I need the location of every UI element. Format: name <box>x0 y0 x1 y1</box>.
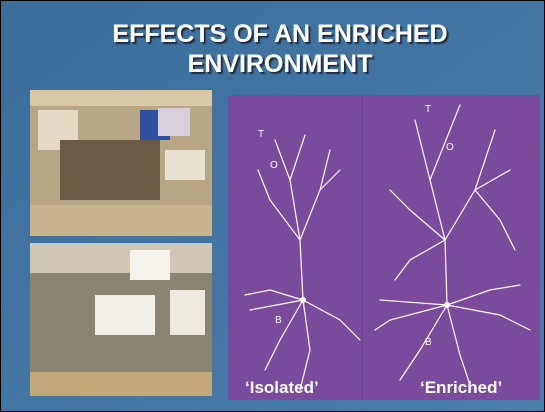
neuron-label: B <box>425 337 432 348</box>
caption: ‘Enriched’ <box>420 378 502 397</box>
soma <box>444 302 450 308</box>
neuron-label: O <box>270 160 278 171</box>
neuron-label: O <box>446 142 454 153</box>
slide: EFFECTS OF AN ENRICHED ENVIRONMENT T O B… <box>0 0 545 412</box>
neuron-label: T <box>258 129 264 140</box>
title-line: EFFECTS OF AN ENRICHED <box>112 20 447 48</box>
neuron-label: T <box>425 104 431 115</box>
title-line: ENVIRONMENT <box>188 50 373 78</box>
photo-cage-top <box>30 90 212 236</box>
soma <box>300 297 306 303</box>
caption: ‘Isolated’ <box>245 378 319 397</box>
neuron-label: B <box>275 315 282 326</box>
photo-cage-bottom <box>30 243 212 396</box>
